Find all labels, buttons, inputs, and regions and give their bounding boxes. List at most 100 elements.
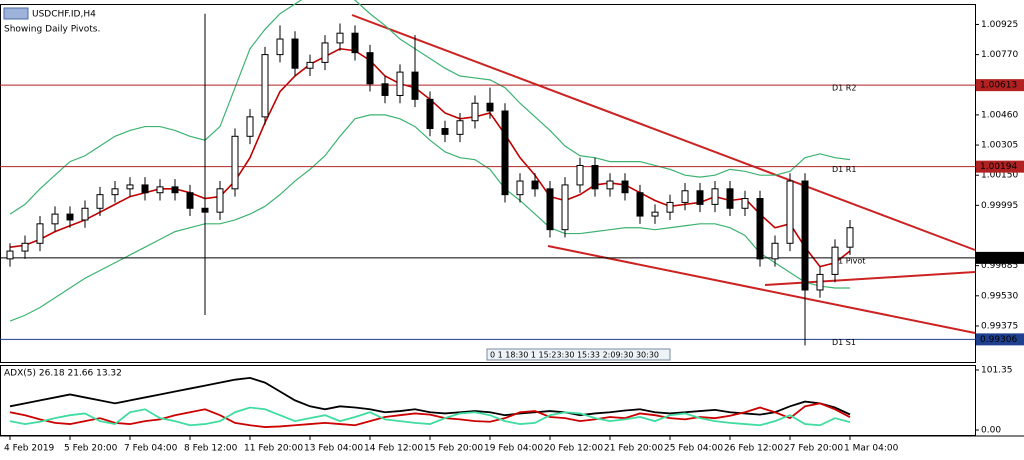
pivot-price: 1.00194	[980, 162, 1017, 172]
x-tick-label: 19 Feb 04:00	[484, 444, 543, 454]
indicator-title: ADX(5) 26.18 21.66 13.32	[4, 369, 122, 379]
candle-body	[36, 223, 44, 244]
x-tick-label: 8 Feb 12:00	[184, 444, 238, 454]
candle-body	[336, 32, 344, 44]
x-tick-label: 1 Mar 04:00	[844, 444, 899, 454]
x-tick-label: 13 Feb 04:00	[304, 444, 363, 454]
x-tick-label: 5 Feb 20:00	[64, 444, 118, 454]
candle-body	[321, 42, 329, 63]
candle-body	[141, 184, 149, 194]
candle-body	[711, 188, 719, 205]
trendline	[764, 271, 976, 286]
candle-body	[441, 128, 449, 135]
y-tick-label: 0.00	[981, 426, 1001, 436]
candle-body	[231, 135, 239, 190]
candle-body	[681, 190, 689, 203]
candle-body	[846, 227, 854, 248]
candle-body	[816, 273, 824, 291]
x-tick-label: 15 Feb 20:00	[424, 444, 483, 454]
chart-subtitle: Showing Daily Pivots.	[4, 25, 100, 35]
candle-body	[531, 180, 539, 190]
candle-body	[486, 102, 494, 112]
candle-body	[291, 38, 299, 69]
x-tick-label: 20 Feb 12:00	[544, 444, 603, 454]
candle-body	[156, 186, 164, 194]
x-tick-label: 21 Feb 20:00	[604, 444, 663, 454]
pivot-price: 0.99725	[980, 253, 1017, 263]
candle-body	[801, 180, 809, 291]
candle-body	[171, 186, 179, 194]
candle-body	[66, 213, 74, 221]
candle-body	[201, 207, 209, 213]
candle-body	[276, 38, 284, 56]
pivot-label: D1 R2	[832, 84, 856, 93]
x-tick-label: 4 Feb 2019	[4, 444, 55, 454]
candle-body	[576, 164, 584, 186]
pivot-label: D1 Pivot	[832, 256, 865, 265]
candle-body	[831, 246, 839, 275]
candle-body	[546, 188, 554, 231]
candle-body	[666, 201, 674, 213]
candle-body	[51, 213, 59, 225]
candle-body	[756, 198, 764, 260]
pivot-price: 0.99306	[980, 335, 1017, 345]
candle-body	[246, 116, 254, 137]
y-tick-label: 0.99685	[981, 261, 1018, 271]
candle-body	[696, 190, 704, 205]
symbol-icon	[3, 7, 29, 20]
candle-body	[726, 188, 734, 209]
main-frame	[0, 4, 976, 363]
candle-body	[381, 83, 389, 96]
pivot-price-box	[976, 251, 1024, 264]
y-tick-label: 1.00460	[981, 110, 1018, 120]
indicator-line	[9, 402, 851, 428]
x-tick-label: 25 Feb 04:00	[664, 444, 723, 454]
overlay-box	[486, 348, 671, 361]
candle-body	[126, 184, 134, 190]
indicator-line	[9, 376, 851, 417]
candle-body	[351, 32, 359, 54]
pivot-price-box	[976, 333, 1024, 346]
candle-body	[96, 194, 104, 209]
candle-body	[261, 54, 269, 118]
candle-body	[471, 102, 479, 122]
overlay-line	[9, 114, 850, 322]
pivot-label: D1 R1	[832, 165, 856, 174]
candle-body	[21, 242, 29, 252]
candle-body	[366, 52, 374, 85]
pivot-price-box	[976, 160, 1024, 173]
indicator-line	[9, 406, 851, 427]
pivot-label: D1 S1	[832, 338, 856, 347]
trendline	[351, 14, 976, 251]
x-tick-label: 27 Feb 20:00	[784, 444, 843, 454]
y-tick-label: 1.00305	[981, 141, 1018, 151]
y-tick-label: 1.00150	[981, 171, 1018, 181]
pivot-price: 1.00613	[980, 81, 1017, 91]
candle-body	[411, 71, 419, 100]
candle-body	[396, 71, 404, 96]
x-tick-label: 14 Feb 12:00	[364, 444, 423, 454]
y-tick-label: 0.99530	[981, 291, 1018, 301]
candle-body	[606, 180, 614, 190]
candle-body	[786, 180, 794, 244]
y-tick-label: 0.99375	[981, 321, 1018, 331]
y-tick-label: 101.35	[981, 366, 1013, 376]
candle-body	[186, 192, 194, 209]
candle-body	[426, 98, 434, 130]
candle-body	[636, 192, 644, 217]
candle-body	[741, 198, 749, 209]
x-tick-label: 7 Feb 04:00	[124, 444, 178, 454]
candle-body	[516, 180, 524, 196]
candle-body	[6, 250, 14, 260]
trendline	[547, 245, 976, 334]
candle-body	[81, 207, 89, 221]
pivot-price-box	[976, 79, 1024, 92]
candle-body	[111, 188, 119, 196]
candle-body	[591, 164, 599, 190]
candle-body	[456, 120, 464, 135]
candle-body	[771, 242, 779, 260]
y-tick-label: 0.99995	[981, 201, 1018, 211]
